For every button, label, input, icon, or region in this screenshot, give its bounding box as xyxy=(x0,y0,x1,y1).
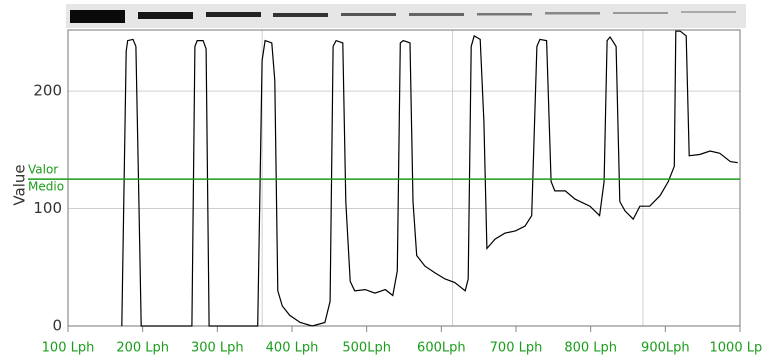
x-tick-label: 500Lph xyxy=(342,341,391,356)
x-tick-label: 200 Lph xyxy=(116,341,169,356)
strip-bar xyxy=(341,13,396,16)
chart: Value 0 100 200 100 Lph 200 Lph 300 Lph 400 Lp… xyxy=(0,0,762,358)
strip-bar xyxy=(206,12,261,17)
x-tick-label: 600Lph xyxy=(417,341,466,356)
strip-bar xyxy=(409,13,464,16)
page: Value 0 100 200 100 Lph 200 Lph 300 Lph 400 Lp… xyxy=(0,0,762,358)
x-tick-label: 100 Lph xyxy=(42,341,95,356)
strip-bar xyxy=(545,12,600,15)
strip-bar xyxy=(273,13,328,17)
x-tick-label: 400 Lph xyxy=(266,341,319,356)
plot-area xyxy=(68,30,740,326)
strip-bar xyxy=(138,12,193,19)
strip-bar xyxy=(681,11,736,13)
y-tick-label: 200 xyxy=(33,82,62,100)
x-tick-label: 900Lph xyxy=(641,341,690,356)
strip-bar xyxy=(70,10,125,23)
x-tick-label: 1000 Lph xyxy=(710,341,762,356)
x-tick-label: 800 Lph xyxy=(564,341,617,356)
strip-bar xyxy=(613,12,668,14)
line-pair-strip xyxy=(66,4,746,28)
strip-bar xyxy=(477,13,532,16)
mean-label: Valor xyxy=(28,163,58,177)
y-tick-label: 0 xyxy=(52,317,62,335)
x-tick-label: 700 Lph xyxy=(490,341,543,356)
y-tick-label: 100 xyxy=(33,199,62,217)
y-axis-label: Value xyxy=(11,164,29,205)
x-tick-label: 300 Lph xyxy=(191,341,244,356)
mean-label: Medio xyxy=(28,180,64,194)
